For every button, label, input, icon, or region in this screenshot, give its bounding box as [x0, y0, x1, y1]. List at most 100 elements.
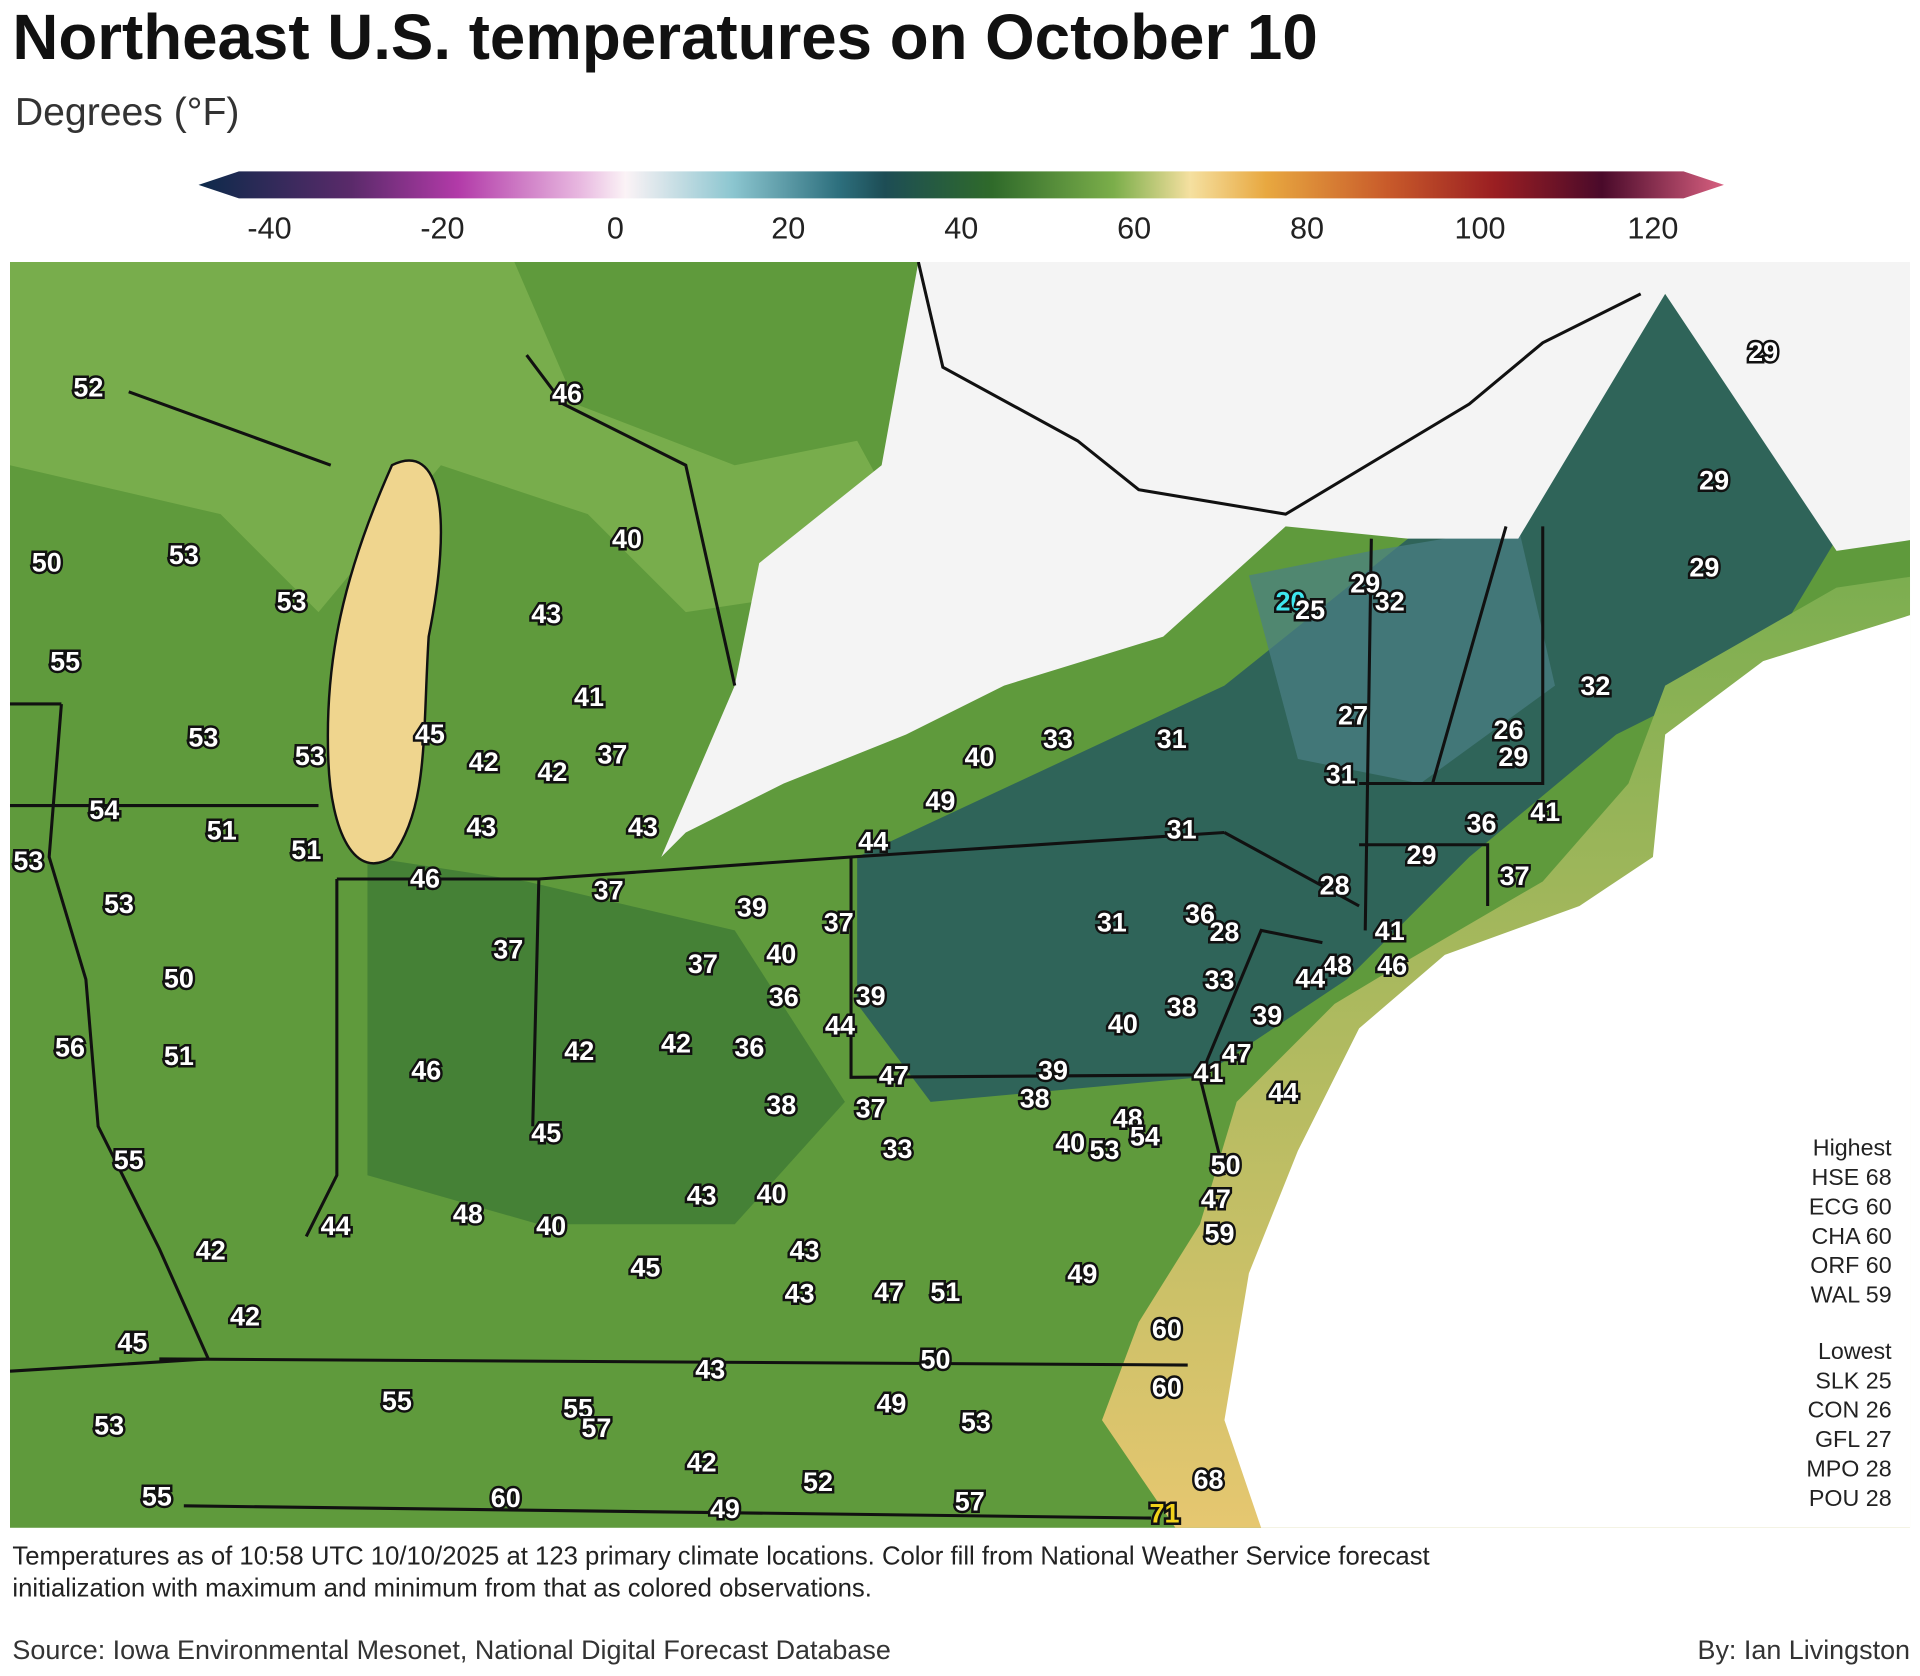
station-temperature: 40 [612, 524, 642, 554]
station-temperature: 33 [883, 1134, 913, 1164]
station-temperature: 53 [104, 889, 134, 919]
station-temperature: 60 [1152, 1314, 1182, 1344]
extremes-heading: Highest [1813, 1135, 1892, 1161]
station-temperature: 44 [1295, 964, 1325, 994]
station-temperature: 42 [564, 1036, 594, 1066]
station-temperature: 43 [790, 1236, 820, 1266]
station-temperature: 37 [856, 1094, 886, 1124]
station-temperature: 47 [1201, 1184, 1231, 1214]
byline: By: Ian Livingston [1698, 1635, 1911, 1665]
station-temperature: 47 [879, 1060, 909, 1090]
colorbar-tick-label: 0 [607, 212, 624, 246]
station-temperature: 36 [1185, 899, 1215, 929]
station-temperature: 53 [188, 723, 218, 753]
extremes-item: CHA 60 [1812, 1223, 1892, 1249]
station-temperature: 36 [1467, 808, 1497, 838]
extremes-heading: Lowest [1818, 1338, 1892, 1364]
station-temperature: 40 [766, 939, 796, 969]
station-temperature: 53 [277, 587, 307, 617]
station-temperature: 43 [785, 1278, 815, 1308]
extremes: Highest HSE 68 ECG 60 CHA 60 ORF 60 WAL 59 Low… [1806, 1135, 1892, 1511]
station-temperature: 50 [164, 964, 194, 994]
station-temperature: 68 [1194, 1464, 1224, 1494]
extremes-item: WAL 59 [1811, 1282, 1892, 1308]
station-temperature: 29 [1350, 568, 1380, 598]
station-temperature: 20 [1276, 587, 1306, 617]
station-temperature: 60 [1152, 1373, 1182, 1403]
station-temperature: 41 [1530, 797, 1560, 827]
station-temperature: 31 [1097, 907, 1127, 937]
station-temperature: 36 [769, 982, 799, 1012]
station-temperature: 49 [925, 786, 955, 816]
station-temperature: 46 [410, 863, 440, 893]
station-temperature: 28 [1209, 917, 1239, 947]
station-temperature: 28 [1320, 871, 1350, 901]
station-temperature: 25 [1295, 595, 1325, 625]
station-temperature: 55 [114, 1145, 144, 1175]
borders [9, 261, 1642, 1520]
station-temperature: 55 [563, 1393, 593, 1423]
colorbar-tick-label: 60 [1117, 212, 1151, 246]
extremes-item: ECG 60 [1809, 1193, 1892, 1219]
extremes-item: POU 28 [1809, 1485, 1892, 1511]
station-temperature: 40 [1055, 1128, 1085, 1158]
station-temperature: 54 [89, 795, 119, 825]
station-temperature: 41 [1194, 1058, 1224, 1088]
station-temperature: 57 [955, 1486, 985, 1516]
station-temperature: 53 [94, 1411, 124, 1441]
station-temperature: 42 [687, 1447, 717, 1477]
colorbar-ticks: -40 -20 0 20 40 60 80 100 120 [247, 212, 1678, 246]
station-temperature: 43 [687, 1180, 717, 1210]
extremes-item: ORF 60 [1810, 1252, 1891, 1278]
station-temperature: 39 [1252, 1000, 1282, 1030]
station-temperature: 50 [1211, 1150, 1241, 1180]
station-temperature: 51 [930, 1277, 960, 1307]
station-temperature: 53 [961, 1407, 991, 1437]
station-temperature: 53 [295, 741, 325, 771]
extremes-item: HSE 68 [1812, 1164, 1892, 1190]
station-temperature: 46 [552, 379, 582, 409]
station-temperature: 44 [1268, 1078, 1298, 1108]
station-temperature: 59 [1205, 1218, 1235, 1248]
station-temperature: 57 [581, 1413, 611, 1443]
subtitle: Degrees (°F) [15, 91, 240, 134]
station-temperature: 51 [207, 816, 237, 846]
station-temperature: 39 [737, 893, 767, 923]
station-temperature: 37 [493, 934, 523, 964]
station-temperature: 48 [1113, 1103, 1143, 1133]
station-temperature: 32 [1580, 671, 1610, 701]
station-temperature: 52 [803, 1467, 833, 1497]
station-temperature: 47 [1222, 1038, 1252, 1068]
extremes-item: GFL 27 [1815, 1426, 1892, 1452]
footnote: Temperatures as of 10:58 UTC 10/10/2025 … [12, 1543, 1429, 1571]
station-temperature: 32 [1375, 587, 1405, 617]
station-temperature: 44 [321, 1211, 351, 1241]
station-temperature: 53 [169, 540, 199, 570]
colorbar-tick-label: 100 [1454, 212, 1505, 246]
station-temperature: 38 [766, 1090, 796, 1120]
station-temperature: 46 [1377, 950, 1407, 980]
ocean [1224, 615, 1911, 1528]
station-temperature: 55 [382, 1386, 412, 1416]
station-temperature: 45 [117, 1327, 147, 1357]
coldest-region [1248, 526, 1555, 784]
station-temperature: 53 [1089, 1135, 1119, 1165]
station-temperature: 44 [858, 827, 888, 857]
station-temperature: 29 [1498, 742, 1528, 772]
station-temperature: 43 [628, 812, 658, 842]
station-temperature: 37 [1500, 861, 1530, 891]
station-temperature: 60 [491, 1483, 521, 1513]
station-temperature: 44 [825, 1010, 855, 1040]
land-dark [367, 856, 845, 1225]
station-temperature: 40 [965, 742, 995, 772]
station-temperature: 52 [73, 372, 103, 402]
extremes-item: MPO 28 [1806, 1455, 1891, 1481]
colorbar-tick-label: 80 [1290, 212, 1324, 246]
colorbar-tick-label: 40 [944, 212, 978, 246]
station-temperature: 48 [453, 1199, 483, 1229]
station-temperature: 50 [921, 1344, 951, 1374]
station-temperature: 42 [196, 1236, 226, 1266]
title: Northeast U.S. temperatures on October 1… [12, 2, 1317, 73]
